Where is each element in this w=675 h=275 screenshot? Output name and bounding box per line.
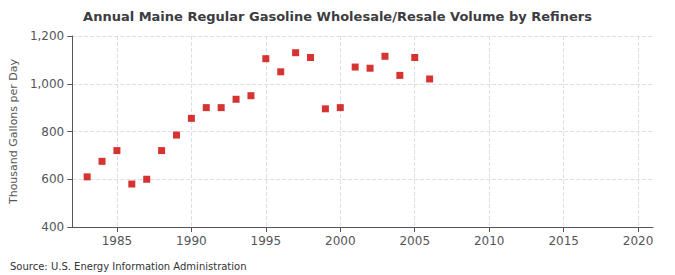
svg-text:2005: 2005 [399,234,430,248]
svg-text:1995: 1995 [251,234,282,248]
svg-text:Annual Maine Regular Gasoline: Annual Maine Regular Gasoline Wholesale/… [83,9,592,24]
svg-text:2010: 2010 [474,234,505,248]
svg-text:1,200: 1,200 [30,29,64,43]
svg-text:800: 800 [41,125,64,139]
svg-text:Thousand Gallons per Day: Thousand Gallons per Day [7,58,20,205]
svg-text:2020: 2020 [623,234,654,248]
svg-text:2015: 2015 [548,234,579,248]
svg-text:400: 400 [41,220,64,234]
svg-text:1990: 1990 [176,234,207,248]
svg-text:1,000: 1,000 [30,77,64,91]
svg-text:Source: U.S. Energy Informatio: Source: U.S. Energy Information Administ… [10,261,247,272]
svg-text:2000: 2000 [325,234,356,248]
svg-text:1985: 1985 [102,234,133,248]
svg-text:600: 600 [41,172,64,186]
